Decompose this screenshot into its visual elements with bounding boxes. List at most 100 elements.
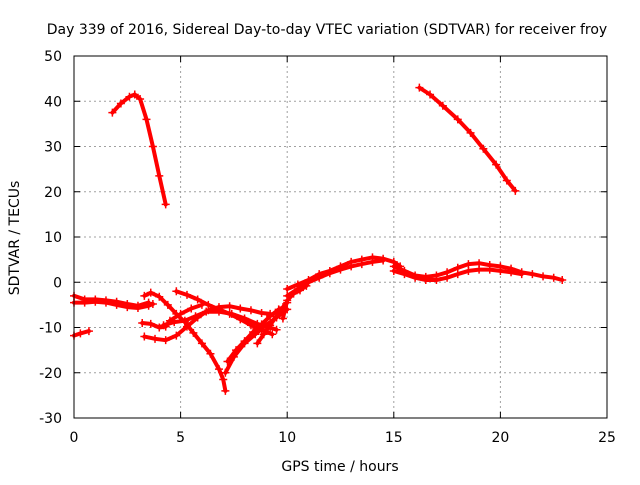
x-tick-label: 5 — [176, 430, 185, 446]
data-point — [251, 330, 260, 339]
data-point — [182, 290, 191, 299]
data-point — [272, 325, 281, 334]
x-tick-label: 0 — [70, 430, 79, 446]
data-point — [549, 273, 558, 282]
data-point — [453, 115, 462, 124]
series-arc-1 — [70, 327, 93, 340]
series-arc-18 — [389, 265, 526, 284]
data-point — [368, 257, 377, 266]
series-arc-2 — [108, 90, 170, 209]
data-point — [197, 339, 206, 348]
data-point — [485, 265, 494, 274]
data-point — [123, 303, 132, 312]
data-point — [101, 298, 110, 307]
data-point — [558, 275, 567, 284]
data-point — [84, 327, 93, 336]
data-point — [246, 306, 255, 315]
data-point — [151, 334, 160, 343]
data-point — [214, 305, 223, 314]
y-axis-label: SDTVAR / TECUs — [7, 181, 23, 296]
y-tick-label: -10 — [39, 321, 62, 337]
data-point — [315, 273, 324, 282]
data-point — [283, 285, 292, 294]
data-point — [221, 368, 230, 377]
data-point — [415, 83, 424, 92]
data-point — [125, 92, 134, 101]
series-band — [285, 258, 386, 298]
data-point — [259, 330, 268, 339]
data-point — [172, 287, 181, 296]
data-point — [479, 144, 488, 153]
series-band — [110, 92, 168, 207]
data-point — [148, 299, 157, 308]
series-arc-16 — [283, 256, 388, 300]
x-tick-label: 15 — [385, 430, 403, 446]
data-point — [159, 321, 168, 330]
data-point — [357, 260, 366, 269]
data-point — [229, 352, 238, 361]
data-layer — [70, 83, 567, 395]
data-point — [304, 278, 313, 287]
data-point — [257, 309, 266, 318]
data-point — [116, 99, 125, 108]
data-point — [411, 273, 420, 282]
data-point — [466, 128, 475, 137]
data-point — [511, 186, 520, 195]
data-point — [80, 298, 89, 307]
y-tick-label: 10 — [44, 230, 62, 246]
data-point — [202, 307, 211, 316]
data-point — [379, 256, 388, 265]
data-point — [155, 323, 164, 332]
data-point — [464, 266, 473, 275]
data-point — [155, 292, 164, 301]
data-point — [140, 332, 149, 341]
y-tick-label: 0 — [53, 275, 62, 291]
data-point — [268, 330, 277, 339]
data-point — [172, 331, 181, 340]
data-point — [221, 386, 230, 395]
data-point — [187, 304, 196, 313]
data-point — [108, 108, 117, 117]
series-arc-11 — [223, 305, 283, 366]
data-point — [272, 312, 281, 321]
data-point — [142, 115, 151, 124]
data-point — [236, 304, 245, 313]
data-point — [496, 266, 505, 275]
data-point — [191, 312, 200, 321]
y-tick-label: 50 — [44, 49, 62, 65]
data-point — [136, 94, 145, 103]
data-point — [325, 269, 334, 278]
data-point — [130, 90, 139, 99]
data-point — [240, 339, 249, 348]
x-tick-label: 10 — [278, 430, 296, 446]
data-point — [336, 265, 345, 274]
data-point — [146, 288, 155, 297]
data-point — [225, 302, 234, 311]
x-tick-label: 20 — [491, 430, 509, 446]
grid-layer — [74, 56, 607, 418]
x-axis-label: GPS time / hours — [281, 459, 398, 475]
data-point — [76, 329, 85, 338]
data-point — [140, 291, 149, 300]
data-point — [293, 285, 302, 294]
series-arc-3 — [415, 83, 520, 195]
data-point — [539, 272, 548, 281]
data-point — [507, 268, 516, 277]
y-tick-label: 20 — [44, 185, 62, 201]
series-band — [417, 85, 518, 193]
data-point — [161, 200, 170, 209]
data-point — [163, 300, 172, 309]
data-point — [182, 322, 191, 331]
data-point — [502, 176, 511, 185]
data-point — [253, 339, 262, 348]
data-point — [189, 328, 198, 337]
data-point — [176, 309, 185, 318]
data-point — [517, 270, 526, 279]
data-point — [475, 265, 484, 274]
x-tick-label: 25 — [598, 430, 616, 446]
data-point — [432, 275, 441, 284]
y-tick-label: -30 — [39, 411, 62, 427]
y-tick-label: 30 — [44, 140, 62, 156]
